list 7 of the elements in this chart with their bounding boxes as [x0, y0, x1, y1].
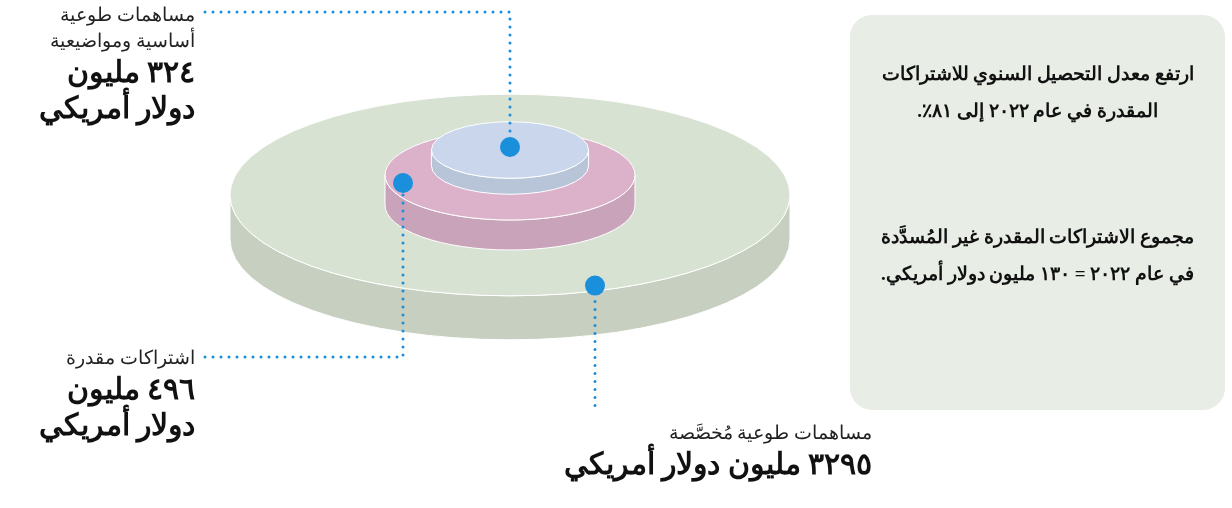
text: مجموع الاشتراكات المقدرة غير المُسدَّدة في عام ٢٠٢٢ = ١٣٠ مليون دولار أمريكي. [880, 224, 1195, 288]
data-label: ٤٩٦ مليون دولار أمريكي [37, 371, 195, 443]
category-label: مساهمات طوعية أساسية ومواضيعية [49, 3, 195, 54]
category-label: مساهمات طوعية مُخصَّصة [667, 421, 872, 446]
category-label: اشتراكات مقدرة [65, 346, 195, 371]
text: ارتفع معدل التحصيل السنوي للاشتراكات المقدرة في عام ٢٠٢٢ إلى ٨١٪. [880, 62, 1195, 125]
data-label: ٣٢٤ مليون دولار أمريكي [37, 54, 195, 126]
